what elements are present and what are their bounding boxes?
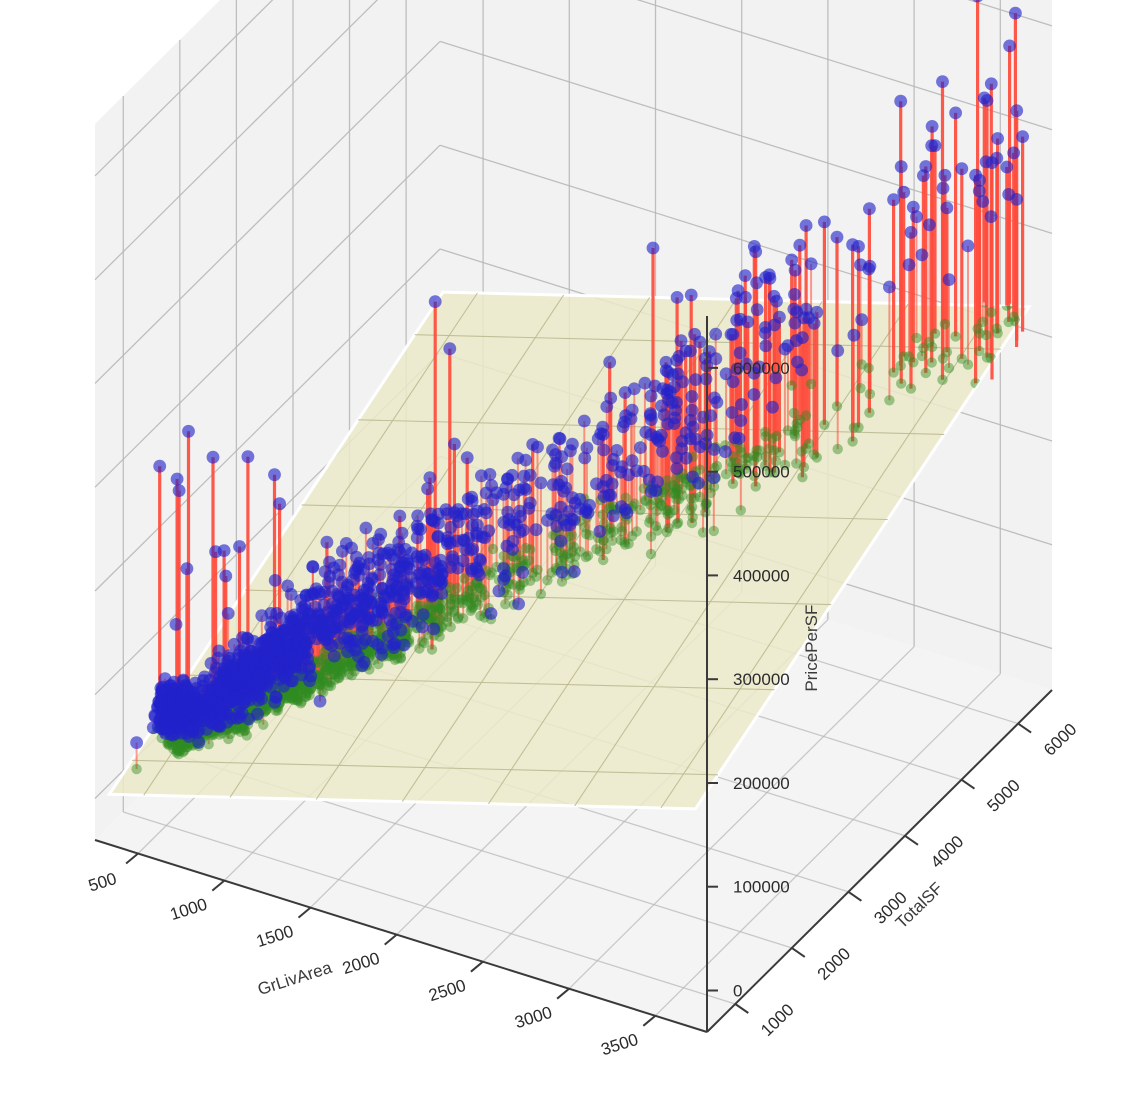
- axis-tick-label: 3500: [599, 1030, 641, 1059]
- axis-tick-label: 4000: [927, 832, 967, 872]
- x-axis-title: GrLivArea: [255, 958, 334, 999]
- axis-tick-label: 2000: [814, 944, 854, 984]
- axis-tick-label: 500: [86, 869, 119, 896]
- axis-tick-label: 1000: [757, 1000, 797, 1040]
- axis-tick-label: 0: [733, 982, 742, 1001]
- axis-tick-label: 6000: [1040, 720, 1080, 760]
- axis-tick-label: 200000: [733, 774, 790, 793]
- axis-tick-label: 5000: [983, 776, 1023, 816]
- tick-marks-and-labels: 5001000150020002500300035001000200030004…: [86, 359, 1080, 1059]
- axis-tick-label: 400000: [733, 566, 790, 585]
- axis-tick-label: 100000: [733, 878, 790, 897]
- axis-tick-label: 600000: [733, 359, 790, 378]
- axis-tick-label: 500000: [733, 463, 790, 482]
- axis-tick-label: 2500: [426, 976, 468, 1005]
- axis-tick-label: 1500: [254, 922, 296, 951]
- z-axis-title: PricePerSF: [802, 605, 821, 692]
- axes: [94, 316, 1053, 1033]
- axis-tick-label: 2000: [340, 949, 382, 978]
- axis-tick-label: 300000: [733, 670, 790, 689]
- axis-tick-label: 1000: [168, 895, 210, 924]
- axis-tick-label: 3000: [513, 1003, 555, 1032]
- data-points: [130, 0, 1029, 749]
